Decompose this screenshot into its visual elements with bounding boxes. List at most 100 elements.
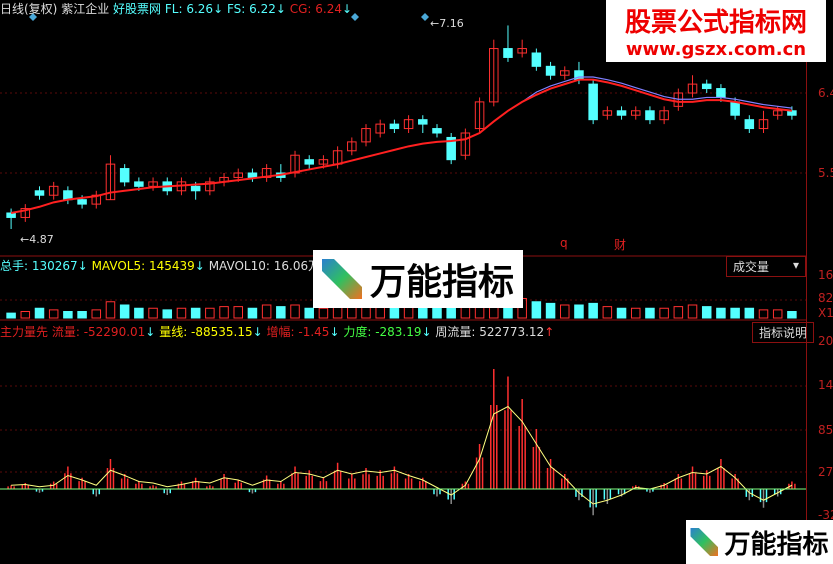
indicator-legend: 主力量先 流量: -52290.01↓ 量线: -88535.15↓ 增幅: -… xyxy=(0,323,554,340)
period-label: 日线(复权) xyxy=(0,2,58,16)
event-marker-cai[interactable]: 财 xyxy=(614,238,627,252)
volume-bar xyxy=(162,309,173,319)
candle-body xyxy=(616,110,627,116)
volume-bar xyxy=(645,307,655,319)
candle-body xyxy=(119,168,130,183)
volume-bar xyxy=(716,307,726,319)
candle-body xyxy=(205,181,215,192)
candle-body xyxy=(190,185,201,192)
volume-bar xyxy=(91,309,102,319)
indicator-help-button[interactable]: 指标说明 xyxy=(752,322,815,343)
indicator-tick: 14 xyxy=(818,378,833,392)
candle-body xyxy=(744,119,755,130)
week-flow-value: 周流量: 522773.12 xyxy=(435,325,545,339)
candle-body xyxy=(48,185,59,196)
volume-bar xyxy=(787,311,797,319)
mavol10: MAVOL10: 16.06万 xyxy=(208,259,321,273)
selector-label: 成交量 xyxy=(733,260,770,274)
indicator-tick: 27 xyxy=(818,465,833,479)
volume-bar xyxy=(332,306,343,319)
volume-bar xyxy=(588,302,598,319)
mavol5: MAVOL5: 145439 xyxy=(91,259,195,273)
right-axis xyxy=(806,0,833,564)
cg-value: CG: 6.24 xyxy=(289,2,342,16)
volume-tick: 82 xyxy=(818,291,833,305)
arrow-down-icon: ↓ xyxy=(275,2,286,16)
indicator-selector[interactable]: 成交量 ▾ xyxy=(726,256,806,277)
volume-bar xyxy=(119,304,130,319)
candle-body xyxy=(517,48,527,54)
arrow-down-icon: ↓ xyxy=(194,259,205,273)
volume-tick: X1 xyxy=(818,306,833,320)
candle-body xyxy=(233,172,244,178)
arrow-down-icon: ↓ xyxy=(342,2,353,16)
volume-bar xyxy=(630,307,641,319)
candle-body xyxy=(432,128,442,134)
volume-bar xyxy=(134,307,144,319)
dropdown-triangle-icon: ▾ xyxy=(792,258,799,272)
candle-body xyxy=(375,123,385,134)
volume-bar xyxy=(20,311,31,319)
candle-body xyxy=(460,132,471,156)
logo-watermark: 万能指标 xyxy=(313,250,523,308)
volume-bar xyxy=(432,306,442,319)
site-name: 股票公式指标网 xyxy=(624,8,807,38)
candle-body xyxy=(687,83,698,94)
volume-bar xyxy=(687,304,698,319)
candle-body xyxy=(716,88,726,98)
price-legend: 日线(复权) 紫江企业 好股票网 FL: 6.26↓ FS: 6.22↓ CG:… xyxy=(0,0,352,17)
fl-value: FL: 6.26 xyxy=(164,2,214,16)
candle-body xyxy=(403,119,414,130)
total-volume: 总手: 130267 xyxy=(0,259,78,273)
volume-bar xyxy=(63,311,73,319)
candle-body xyxy=(105,163,116,201)
arrow-up-icon: ↑ xyxy=(544,325,555,339)
volume-bar xyxy=(176,307,187,319)
candle-body xyxy=(545,65,556,76)
candle-body xyxy=(730,101,740,116)
candle-body xyxy=(772,110,783,116)
volume-bar xyxy=(531,301,542,319)
volume-bar xyxy=(758,309,769,319)
increase-value: 增幅: -1.45 xyxy=(266,325,330,339)
arrow-down-icon: ↓ xyxy=(213,2,224,16)
volume-bar xyxy=(304,307,314,319)
volume-bar xyxy=(48,309,59,319)
indicator-signal-line xyxy=(11,405,793,505)
candle-body xyxy=(318,159,329,165)
price-tick: 5.5 xyxy=(818,166,833,180)
candle-body xyxy=(247,172,258,178)
flow-value: 流量: -52290.01 xyxy=(51,325,146,339)
volume-bar xyxy=(276,306,286,319)
arrow-down-icon: ↓ xyxy=(421,325,432,339)
logo-icon xyxy=(690,528,719,556)
logo-text: 万能指标 xyxy=(724,529,829,560)
indicator-tick: 85 xyxy=(818,423,833,437)
candle-body xyxy=(134,181,144,187)
volume-bar xyxy=(290,304,300,319)
logo-icon xyxy=(321,259,362,299)
logo-text: 万能指标 xyxy=(369,262,514,303)
volume-bar xyxy=(744,307,755,319)
event-marker-q[interactable]: q xyxy=(560,236,568,250)
candle-body xyxy=(20,208,31,218)
volume-bar xyxy=(772,309,783,319)
indicator-name: 主力量先 xyxy=(0,325,49,339)
chart-canvas[interactable] xyxy=(0,0,806,564)
ma-line xyxy=(10,78,793,214)
low-annotation: ←4.87 xyxy=(20,233,54,246)
candle-body xyxy=(588,83,598,121)
arrow-down-icon: ↓ xyxy=(252,325,263,339)
arrow-down-icon: ↓ xyxy=(329,325,340,339)
candle-body xyxy=(446,136,456,161)
volume-bar xyxy=(673,306,684,319)
candle-body xyxy=(701,83,712,90)
high-annotation: ←7.16 xyxy=(430,17,464,30)
ma-line-2 xyxy=(521,76,792,109)
volume-bar xyxy=(616,307,627,319)
volume-legend: 总手: 130267↓ MAVOL5: 145439↓ MAVOL10: 16.… xyxy=(0,257,320,274)
volume-bar xyxy=(34,307,45,319)
volume-bar xyxy=(318,307,329,319)
volume-bar xyxy=(247,307,258,319)
high-value: 7.16 xyxy=(439,17,464,30)
